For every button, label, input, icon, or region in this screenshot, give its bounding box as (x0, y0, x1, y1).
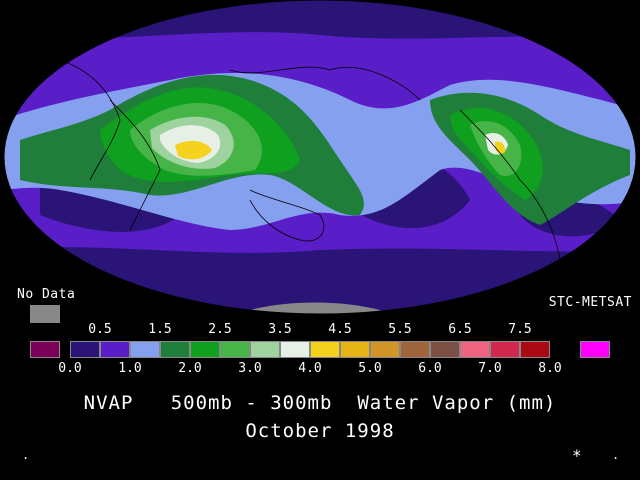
legend-swatch (190, 341, 220, 358)
legend-tick-bottom: 5.0 (358, 361, 382, 376)
map-date: October 1998 (245, 420, 395, 442)
map-title: NVAP 500mb - 300mb Water Vapor (mm) (83, 392, 557, 414)
legend-tick-bottom: 2.0 (178, 361, 202, 376)
legend-swatch (400, 341, 430, 358)
legend-swatch (430, 341, 460, 358)
legend-tick-top: 2.5 (208, 322, 232, 337)
star-mark: * (572, 446, 582, 465)
legend-swatch (220, 341, 250, 358)
legend-tick-top: 0.5 (88, 322, 112, 337)
legend-swatch (370, 341, 400, 358)
no-data-label: No Data (17, 287, 76, 302)
legend-swatch (310, 341, 340, 358)
legend-tick-top: 5.5 (388, 322, 412, 337)
legend-swatch (490, 341, 520, 358)
legend-tick-bottom: 4.0 (298, 361, 322, 376)
legend-tick-bottom: 0.0 (58, 361, 82, 376)
legend-swatch (70, 341, 100, 358)
legend-tick-top: 6.5 (448, 322, 472, 337)
no-data-swatch (30, 305, 60, 323)
legend-swatch (160, 341, 190, 358)
legend-swatch-over (580, 341, 610, 358)
legend-tick-bottom: 1.0 (118, 361, 142, 376)
legend-swatch (520, 341, 550, 358)
legend-swatch-zero (30, 341, 60, 358)
legend-tick-top: 1.5 (148, 322, 172, 337)
legend-tick-top: 4.5 (328, 322, 352, 337)
legend-tick-top: 7.5 (508, 322, 532, 337)
legend-swatch (280, 341, 310, 358)
legend-swatch (250, 341, 280, 358)
legend-tick-bottom: 3.0 (238, 361, 262, 376)
corner-mark-left: . (22, 448, 30, 462)
legend-swatch (340, 341, 370, 358)
legend-swatch (460, 341, 490, 358)
corner-mark-right: . (612, 448, 620, 462)
legend-swatch (130, 341, 160, 358)
legend-tick-top: 3.5 (268, 322, 292, 337)
legend-tick-bottom: 7.0 (478, 361, 502, 376)
source-label: STC-METSAT (548, 295, 632, 310)
legend-tick-bottom: 8.0 (538, 361, 562, 376)
legend-swatch (100, 341, 130, 358)
legend-tick-bottom: 6.0 (418, 361, 442, 376)
